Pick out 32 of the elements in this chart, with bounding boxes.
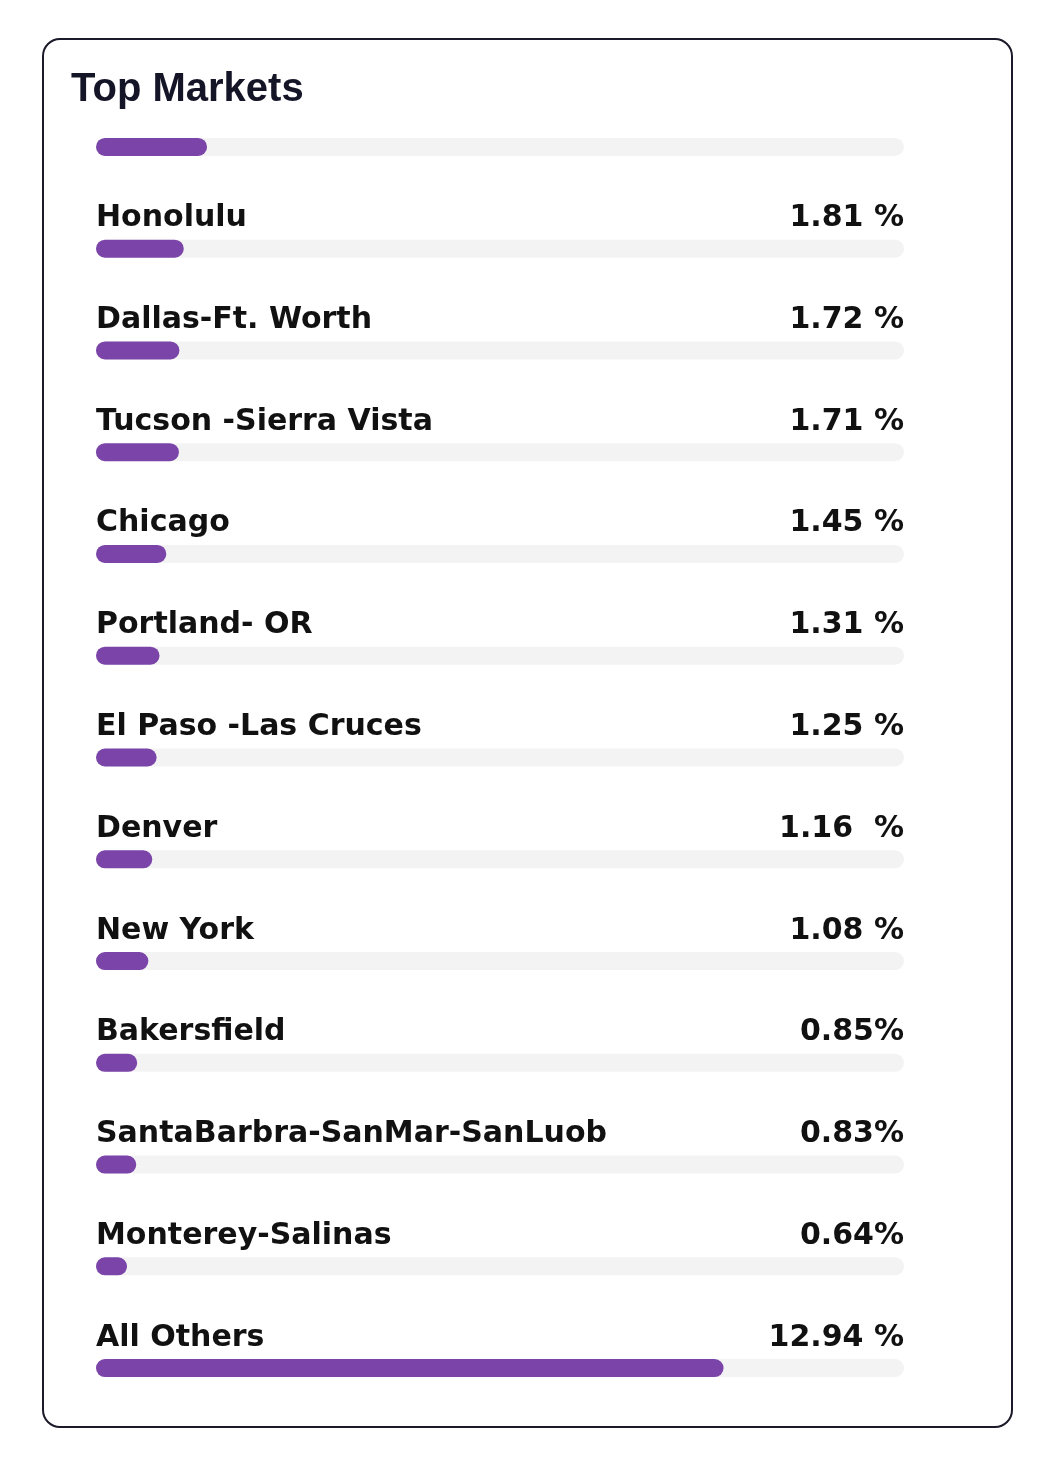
bar xyxy=(96,646,160,665)
y-tick-label: All Others xyxy=(96,1317,265,1353)
y-tick-label: Bakersfield xyxy=(96,1012,286,1048)
data-label: 1.16 % xyxy=(779,808,904,844)
bar xyxy=(96,443,179,462)
y-tick-label: Honolulu xyxy=(96,198,247,234)
bar xyxy=(96,748,157,767)
y-tick-label: Dallas-Ft. Worth xyxy=(96,299,373,335)
y-tick-label: Chicago xyxy=(96,503,230,539)
y-tick-label: Monterey-Salinas xyxy=(96,1215,392,1251)
y-tick-label: Portland- OR xyxy=(96,605,313,641)
chart-title: Top Markets xyxy=(71,65,304,109)
y-tick-label: SantaBarbra-SanMar-SanLuob xyxy=(96,1114,607,1150)
data-label: 1.25 % xyxy=(789,707,904,742)
data-label: 12.94 % xyxy=(768,1317,904,1353)
data-label: 1.72 % xyxy=(789,299,904,335)
data-label: 0.83% xyxy=(799,1114,904,1150)
y-tick-label: El Paso -Las Cruces xyxy=(96,707,422,742)
data-label: 0.85% xyxy=(799,1012,904,1048)
data-label: 1.08 % xyxy=(789,910,904,946)
bar xyxy=(96,341,180,360)
bar xyxy=(96,137,208,156)
data-label: 0.64% xyxy=(799,1215,904,1251)
y-tick-label: Denver xyxy=(96,808,218,844)
data-label: 1.31 % xyxy=(789,605,904,641)
y-tick-label: Tucson -Sierra Vista xyxy=(96,401,433,437)
data-label: 1.71 % xyxy=(789,401,904,437)
data-label: 1.81 % xyxy=(789,198,904,234)
bar xyxy=(96,544,167,563)
data-label: 1.45 % xyxy=(789,503,904,539)
y-tick-label: New York xyxy=(96,910,255,946)
bar xyxy=(96,239,184,258)
